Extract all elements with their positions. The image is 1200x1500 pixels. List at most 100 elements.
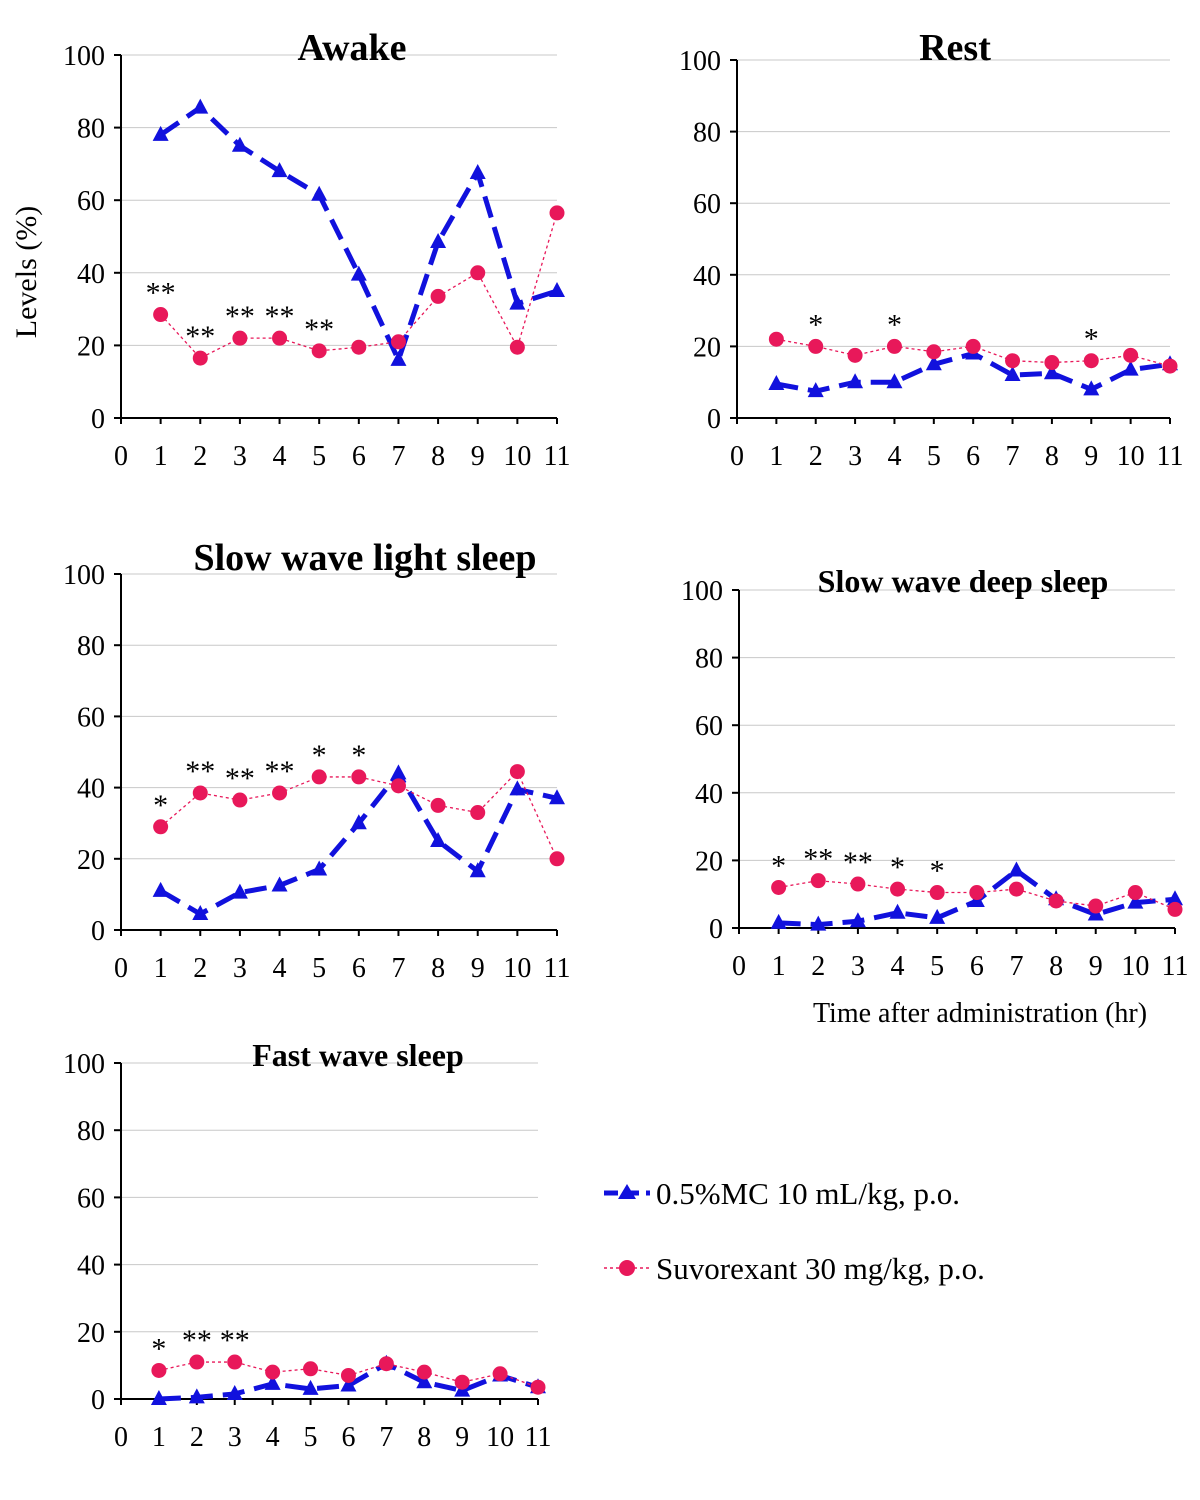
- point-suvorexant: [768, 331, 784, 347]
- significance-label: **: [182, 1324, 212, 1357]
- point-mc: [430, 232, 447, 248]
- y-tick-label: 20: [77, 1318, 105, 1349]
- significance-label: **: [843, 846, 873, 879]
- x-tick-label: 7: [1006, 441, 1020, 472]
- x-tick-label: 8: [431, 441, 445, 472]
- point-suvorexant: [189, 1354, 205, 1370]
- x-tick-label: 5: [312, 953, 326, 984]
- point-mc: [192, 98, 209, 114]
- x-tick-label: 0: [114, 441, 128, 472]
- point-suvorexant: [1048, 893, 1064, 909]
- x-tick-label: 0: [114, 953, 128, 984]
- significance-label: **: [265, 755, 295, 788]
- x-tick-label: 6: [966, 441, 980, 472]
- x-tick-label: 2: [190, 1422, 204, 1453]
- x-tick-label: 4: [891, 951, 905, 982]
- point-mc: [768, 374, 785, 390]
- point-mc: [847, 373, 864, 389]
- point-mc: [1004, 366, 1021, 382]
- point-suvorexant: [454, 1374, 470, 1390]
- x-tick-label: 0: [730, 441, 744, 472]
- y-tick-label: 40: [693, 261, 721, 292]
- chart-title: Awake: [297, 27, 406, 69]
- point-mc: [889, 903, 906, 919]
- x-tick-label: 10: [1117, 441, 1145, 472]
- point-suvorexant: [808, 338, 824, 354]
- point-mc: [350, 265, 367, 281]
- point-suvorexant: [492, 1366, 508, 1382]
- x-tick-label: 2: [811, 951, 825, 982]
- point-suvorexant: [192, 350, 208, 366]
- significance-label: **: [265, 300, 295, 333]
- point-mc: [1127, 893, 1144, 909]
- significance-label: *: [930, 855, 945, 888]
- significance-label: **: [185, 755, 215, 788]
- x-tick-label: 8: [1045, 441, 1059, 472]
- point-suvorexant: [416, 1364, 432, 1380]
- point-mc: [886, 373, 903, 389]
- x-tick-label: 3: [228, 1422, 242, 1453]
- y-tick-label: 80: [77, 1116, 105, 1147]
- x-tick-label: 7: [1009, 951, 1023, 982]
- x-tick-label: 2: [193, 441, 207, 472]
- x-tick-label: 5: [930, 951, 944, 982]
- y-tick-label: 60: [77, 1183, 105, 1214]
- significance-label: **: [220, 1324, 250, 1357]
- y-tick-label: 80: [693, 118, 721, 149]
- point-suvorexant: [192, 785, 208, 801]
- chart-title: Fast wave sleep: [252, 1037, 464, 1073]
- x-tick-label: 6: [341, 1422, 355, 1453]
- point-mc: [849, 912, 866, 928]
- x-axis-label: Time after administration (hr): [813, 998, 1147, 1029]
- point-suvorexant: [530, 1379, 546, 1395]
- x-tick-label: 0: [732, 951, 746, 982]
- legend-mc-label: 0.5%MC 10 mL/kg, p.o.: [656, 1176, 960, 1211]
- significance-label: *: [890, 851, 905, 884]
- point-suvorexant: [969, 885, 985, 901]
- point-suvorexant: [886, 338, 902, 354]
- chart-title: Slow wave deep sleep: [818, 563, 1109, 599]
- point-suvorexant: [1167, 901, 1183, 917]
- y-tick-label: 40: [77, 1251, 105, 1282]
- point-suvorexant: [470, 805, 486, 821]
- significance-label: **: [146, 277, 176, 310]
- y-tick-label: 20: [695, 846, 723, 877]
- point-suvorexant: [1088, 898, 1104, 914]
- x-tick-label: 11: [1157, 441, 1184, 472]
- point-mc: [509, 294, 526, 310]
- x-tick-label: 3: [848, 441, 862, 472]
- significance-label: **: [803, 843, 833, 876]
- point-suvorexant: [1083, 353, 1099, 369]
- x-tick-label: 10: [1121, 951, 1149, 982]
- x-tick-label: 6: [970, 951, 984, 982]
- series-line-mc: [159, 104, 558, 367]
- series-line-mc: [158, 1360, 539, 1402]
- x-tick-label: 3: [233, 953, 247, 984]
- point-suvorexant: [509, 764, 525, 780]
- y-tick-label: 80: [77, 631, 105, 662]
- point-mc: [188, 1388, 205, 1404]
- point-suvorexant: [965, 338, 981, 354]
- y-tick-label: 0: [91, 404, 105, 435]
- y-tick-label: 100: [63, 560, 105, 591]
- y-tick-label: 40: [695, 779, 723, 810]
- point-suvorexant: [153, 307, 169, 323]
- x-tick-label: 4: [266, 1422, 280, 1453]
- y-axis-label: Levels (%): [10, 206, 43, 338]
- x-tick-label: 11: [525, 1422, 552, 1453]
- point-suvorexant: [232, 792, 248, 808]
- significance-label: **: [225, 300, 255, 333]
- point-mc: [549, 789, 565, 805]
- point-mc: [226, 1384, 243, 1400]
- point-suvorexant: [1005, 353, 1021, 369]
- significance-label: *: [771, 849, 786, 882]
- point-suvorexant: [227, 1354, 243, 1370]
- y-tick-label: 80: [695, 644, 723, 675]
- y-tick-label: 80: [77, 114, 105, 145]
- x-tick-label: 1: [152, 1422, 166, 1453]
- point-mc: [509, 780, 526, 796]
- x-tick-label: 5: [304, 1422, 318, 1453]
